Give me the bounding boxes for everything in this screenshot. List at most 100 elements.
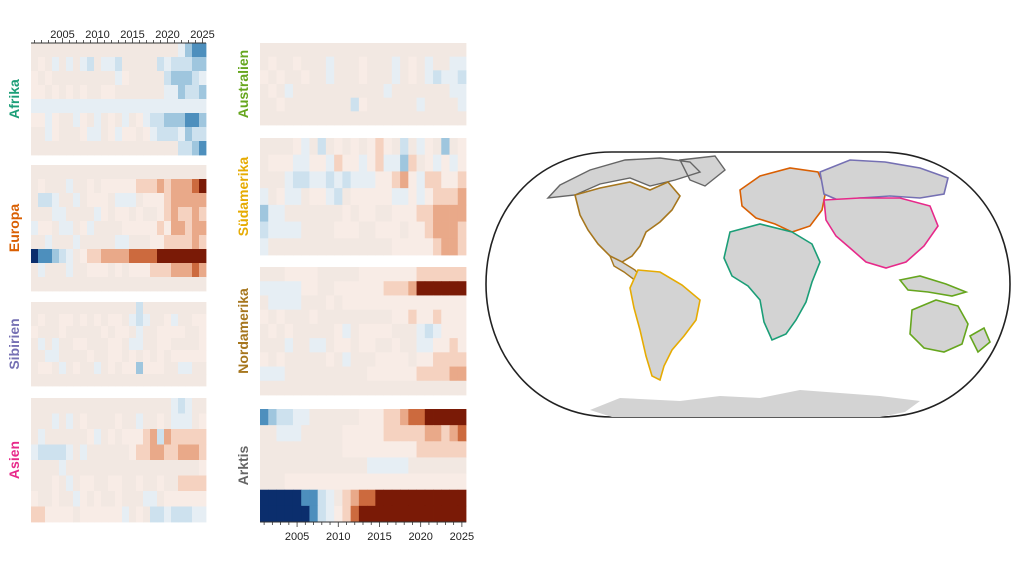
- heatmap-cell: [342, 70, 352, 85]
- heatmap-cell: [157, 179, 165, 194]
- heatmap-cell: [115, 235, 123, 250]
- heatmap-cell: [383, 489, 393, 507]
- heatmap-cell: [122, 326, 130, 339]
- heatmap-cell: [424, 323, 434, 339]
- heatmap-cell: [260, 267, 269, 282]
- heatmap-cell: [309, 111, 319, 126]
- heatmap-cell: [268, 70, 277, 85]
- heatmap-cell: [367, 323, 376, 339]
- heatmap-cell: [129, 263, 137, 278]
- heatmap-cell: [164, 338, 172, 351]
- heatmap-cell: [334, 457, 343, 474]
- region-label: Südamerika: [235, 157, 251, 237]
- heatmap-cell: [301, 267, 310, 282]
- heatmap-cell: [367, 505, 376, 523]
- heatmap-cell: [108, 99, 116, 114]
- heatmap-cell: [143, 221, 151, 236]
- heatmap-cell: [284, 352, 294, 367]
- heatmap-cell: [292, 204, 302, 222]
- heatmap-cell: [122, 374, 130, 387]
- heatmap-cell: [457, 505, 467, 523]
- heatmap-cell: [383, 111, 393, 126]
- heatmap-cell: [178, 362, 186, 375]
- heatmap-cell: [129, 71, 137, 86]
- heatmap-cell: [59, 326, 67, 339]
- heatmap-cell: [129, 57, 137, 72]
- heatmap-cell: [108, 338, 116, 351]
- heatmap-cell: [268, 352, 277, 367]
- heatmap-cell: [66, 314, 74, 327]
- heatmap-cell: [136, 506, 144, 523]
- heatmap-cell: [424, 473, 434, 491]
- heatmap-cell: [31, 429, 39, 445]
- heatmap-cell: [325, 323, 335, 339]
- heatmap-cell: [292, 171, 302, 189]
- heatmap-cell: [115, 207, 123, 222]
- heatmap-cell: [87, 350, 95, 363]
- heatmap-cell: [45, 444, 53, 461]
- heatmap-cell: [457, 338, 467, 353]
- heatmap-cell: [101, 113, 109, 128]
- heatmap-cell: [80, 263, 88, 278]
- heatmap-cell: [358, 221, 368, 239]
- heatmap-cell: [375, 188, 384, 206]
- heatmap-cell: [73, 429, 81, 445]
- heatmap-cell: [383, 295, 393, 311]
- heatmap-cell: [391, 366, 401, 382]
- heatmap-cell: [301, 188, 310, 206]
- heatmap-cell: [192, 374, 200, 387]
- heatmap-cell: [408, 489, 417, 507]
- heatmap-cell: [59, 249, 67, 264]
- heatmap-cell: [325, 70, 335, 85]
- region-label: Europa: [6, 204, 22, 252]
- heatmap-cell: [358, 309, 368, 325]
- heatmap-cell: [171, 362, 179, 375]
- heatmap-cell: [457, 138, 467, 156]
- heatmap-cell: [309, 309, 319, 325]
- heatmap-cell: [45, 71, 53, 86]
- heatmap-cell: [358, 238, 368, 256]
- heatmap-cell: [94, 99, 102, 114]
- heatmap-cell: [80, 235, 88, 250]
- heatmap-cell: [301, 70, 310, 85]
- heatmap-cell: [108, 429, 116, 445]
- heatmap-cell: [129, 85, 137, 100]
- heatmap-cell: [284, 154, 294, 172]
- heatmap-cell: [171, 141, 179, 156]
- heatmap-cell: [73, 235, 81, 250]
- heatmap-cell: [424, 70, 434, 85]
- heatmap-cell: [45, 249, 53, 264]
- heatmap-cell: [367, 281, 376, 296]
- heatmap-cell: [31, 326, 39, 339]
- heatmap-cell: [292, 338, 302, 353]
- heatmap-cell: [457, 366, 467, 382]
- heatmap-cell: [317, 43, 327, 58]
- heatmap-cell: [367, 56, 376, 71]
- heatmap-cell: [276, 111, 286, 126]
- heatmap-cell: [185, 165, 193, 180]
- heatmap-cell: [334, 309, 343, 325]
- heatmap-cell: [325, 295, 335, 311]
- heatmap-cell: [101, 165, 109, 180]
- heatmap-cell: [268, 43, 277, 58]
- heatmap-cell: [73, 165, 81, 180]
- heatmap-cell: [441, 295, 450, 311]
- heatmap-cell: [309, 154, 319, 172]
- heatmap-cell: [192, 141, 200, 156]
- heatmap-cell: [73, 506, 81, 523]
- heatmap-cell: [80, 314, 88, 327]
- heatmap-cell: [87, 475, 95, 492]
- heatmap-cell: [52, 57, 60, 72]
- heatmap-cell: [317, 56, 327, 71]
- heatmap-cell: [342, 238, 352, 256]
- heatmap-cell: [178, 475, 186, 492]
- heatmap-cell: [441, 111, 450, 126]
- heatmap-cell: [38, 85, 46, 100]
- heatmap-cell: [45, 362, 53, 375]
- heatmap-cell: [178, 338, 186, 351]
- heatmap-cell: [383, 352, 393, 367]
- heatmap-cell: [358, 56, 368, 71]
- heatmap-cell: [441, 323, 450, 339]
- heatmap-cell: [143, 193, 151, 208]
